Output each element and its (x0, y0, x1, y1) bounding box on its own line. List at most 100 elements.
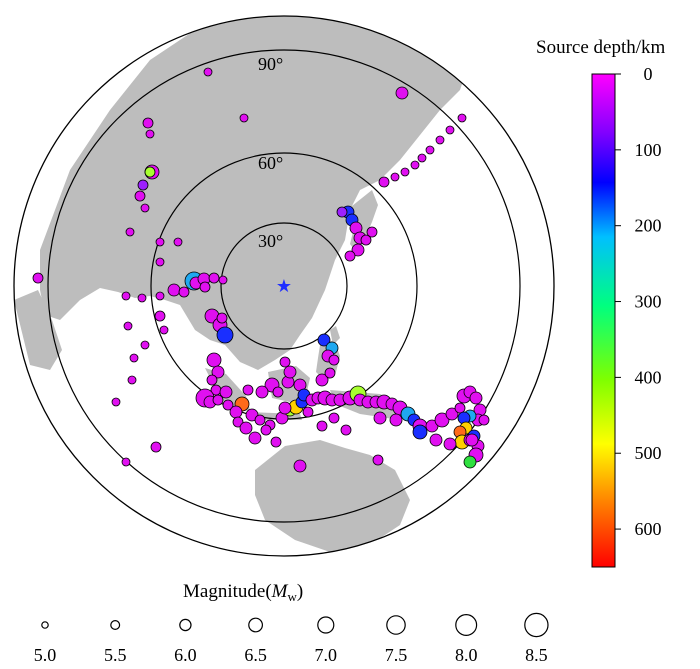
earthquake-event (316, 420, 328, 432)
earthquake-event (344, 250, 356, 262)
earthquake-event (315, 373, 329, 387)
magnitude-legend-label: 6.0 (174, 645, 197, 665)
earthquake-event (366, 226, 378, 238)
earthquake-event (125, 227, 135, 237)
earthquake-event (278, 401, 292, 415)
earthquake-event (255, 385, 269, 399)
earthquake-event (302, 406, 314, 418)
magnitude-legend-circle (386, 615, 406, 635)
earthquake-event (129, 353, 139, 363)
taiwan-island (330, 326, 340, 345)
earthquake-event (395, 86, 409, 100)
distance-rings (13, 15, 555, 557)
asia-landmass (40, 16, 470, 370)
earthquake-event (351, 243, 365, 257)
earthquake-event (216, 312, 228, 324)
magnitude-legend-label: 8.0 (455, 645, 478, 665)
earthquake-event (242, 384, 254, 396)
earthquake-event (145, 129, 155, 139)
earthquake-event (373, 411, 387, 425)
earthquake-event (222, 399, 234, 411)
earthquake-event (216, 326, 234, 344)
earthquake-event (445, 407, 459, 421)
land-masses (14, 16, 470, 552)
depth-colorbar: Source depth/km 0 100 200 300 400 500 600 (536, 37, 666, 568)
earthquake-event (137, 293, 147, 303)
earthquake-event (32, 272, 44, 284)
earthquake-event (293, 459, 307, 473)
earthquake-event (270, 436, 282, 448)
earthquake-event (140, 203, 150, 213)
magnitude-legend-label: 7.0 (315, 645, 338, 665)
star-icon: ★ (276, 276, 292, 296)
earthquake-event (137, 179, 149, 191)
earthquake-event (203, 67, 213, 77)
earthquake-event (229, 405, 243, 419)
earthquake-event (457, 113, 467, 123)
colorbar-title: Source depth/km (536, 37, 666, 58)
earthquake-event (454, 402, 466, 414)
earthquake-event (219, 385, 233, 399)
earthquake-event (155, 237, 165, 247)
earthquake-event (445, 125, 455, 135)
magnitude-legend-circle (524, 612, 549, 638)
earthquake-event (134, 190, 146, 202)
africa-landmass (14, 290, 62, 370)
earthquake-event (121, 457, 131, 467)
magnitude-legend-label: 6.5 (244, 645, 267, 665)
australia-landmass (255, 440, 410, 552)
earthquake-event (410, 160, 420, 170)
earthquake-event (208, 272, 220, 284)
earthquake-event (443, 437, 457, 451)
ring-90 (47, 49, 521, 523)
earthquake-event (121, 291, 131, 301)
ring-label-30: 30° (258, 231, 283, 251)
magnitude-legend-label: 5.5 (104, 645, 127, 665)
earthquake-event (111, 397, 121, 407)
earthquake-event (232, 416, 244, 428)
colorbar-tick-label: 300 (635, 292, 662, 312)
earthquake-event (400, 167, 410, 177)
earthquake-event (463, 455, 477, 469)
earthquake-event (389, 413, 403, 427)
earthquake-event (248, 431, 262, 445)
earthquake-event (155, 257, 165, 267)
earthquake-event (140, 340, 150, 350)
magnitude-legend-title: Magnitude(Mw) (183, 581, 303, 604)
earthquake-event (206, 352, 222, 368)
earthquake-event (212, 394, 224, 406)
ring-label-90: 90° (258, 54, 283, 74)
earthquake-event (390, 172, 400, 182)
earthquake-event (317, 333, 331, 347)
earthquake-event (340, 424, 352, 436)
earthquake-event (159, 325, 169, 335)
magnitude-legend: Magnitude(Mw) 5.0 5.5 6.0 6.5 7.0 7.5 8.0 8.5 (34, 581, 549, 665)
earthquake-event (154, 310, 166, 322)
earthquake-event (360, 234, 372, 246)
earthquake-event (417, 153, 427, 163)
earthquake-event (336, 206, 348, 218)
earthquake-event (429, 433, 443, 447)
earthquake-event (199, 281, 211, 293)
earthquake-event (272, 386, 284, 398)
magnitude-legend-circle (179, 618, 192, 632)
magnitude-legend-label: 5.0 (34, 645, 57, 665)
earthquake-event (435, 135, 445, 145)
colorbar-gradient (591, 73, 616, 568)
earthquake-event (412, 424, 428, 440)
earthquake-event (173, 237, 183, 247)
ring-30 (220, 222, 348, 350)
magnitude-legend-circle (248, 617, 264, 633)
magnitude-legend-circle (455, 613, 478, 636)
earthquake-event (239, 421, 253, 435)
earthquake-event (425, 145, 435, 155)
magnitude-legend-circle (110, 619, 121, 630)
colorbar-tick-label: 200 (635, 216, 662, 236)
earthquake-event (127, 375, 137, 385)
colorbar-tick-label: 500 (635, 443, 662, 463)
earthquake-event (283, 365, 297, 379)
earthquake-event (178, 286, 190, 298)
earthquake-event (167, 283, 181, 297)
earthquake-event (211, 365, 225, 379)
